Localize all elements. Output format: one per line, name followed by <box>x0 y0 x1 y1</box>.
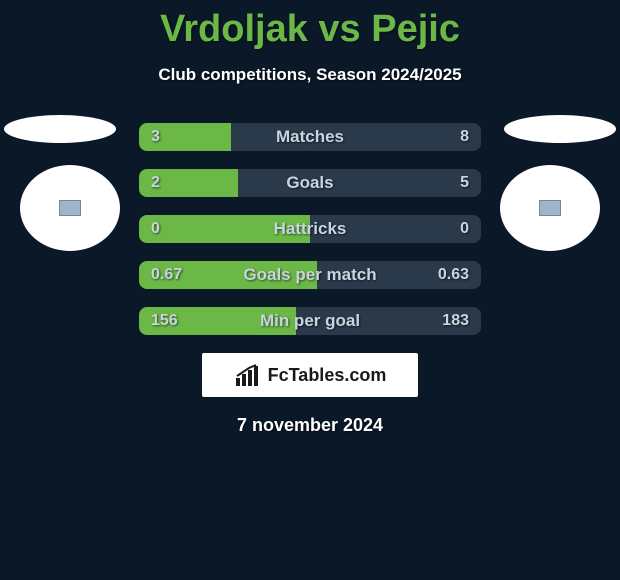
stat-value-right: 0.63 <box>438 261 469 289</box>
brand-banner: FcTables.com <box>202 353 418 397</box>
stat-bar-left <box>139 215 310 243</box>
stat-bar-right <box>231 123 481 151</box>
avatar-placeholder-icon <box>4 115 116 143</box>
player-right-avatar <box>504 115 616 143</box>
stat-row: 38Matches <box>139 123 481 151</box>
club-badge-icon <box>20 165 120 251</box>
stat-value-left: 2 <box>151 169 160 197</box>
player-left-club <box>20 165 120 251</box>
stat-value-left: 0 <box>151 215 160 243</box>
flag-icon <box>539 200 561 216</box>
content-area: 38Matches25Goals00Hattricks0.670.63Goals… <box>0 123 620 436</box>
flag-icon <box>59 200 81 216</box>
stat-row: 156183Min per goal <box>139 307 481 335</box>
stat-row: 25Goals <box>139 169 481 197</box>
stat-value-left: 156 <box>151 307 178 335</box>
brand-chart-icon <box>234 364 262 386</box>
comparison-subtitle: Club competitions, Season 2024/2025 <box>0 65 620 85</box>
stats-bars: 38Matches25Goals00Hattricks0.670.63Goals… <box>139 123 481 335</box>
stat-value-right: 183 <box>442 307 469 335</box>
player-right-club <box>500 165 600 251</box>
stat-bar-right <box>310 215 481 243</box>
stat-row: 00Hattricks <box>139 215 481 243</box>
comparison-date: 7 november 2024 <box>0 415 620 436</box>
stat-bar-right <box>238 169 481 197</box>
stat-value-left: 3 <box>151 123 160 151</box>
club-badge-icon <box>500 165 600 251</box>
stat-row: 0.670.63Goals per match <box>139 261 481 289</box>
comparison-title: Vrdoljak vs Pejic <box>0 0 620 51</box>
player-left-avatar <box>4 115 116 143</box>
brand-text: FcTables.com <box>268 365 387 386</box>
avatar-placeholder-icon <box>504 115 616 143</box>
stat-value-left: 0.67 <box>151 261 182 289</box>
stat-value-right: 0 <box>460 215 469 243</box>
stat-value-right: 5 <box>460 169 469 197</box>
stat-value-right: 8 <box>460 123 469 151</box>
